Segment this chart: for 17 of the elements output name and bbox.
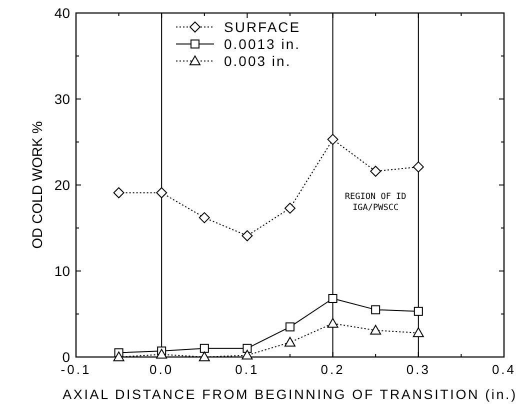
- x-tick-label: 0.4: [492, 362, 516, 377]
- y-tick-label: 30: [54, 91, 70, 107]
- x-tick-label: 0.2: [320, 362, 345, 377]
- y-axis-title: OD COLD WORK %: [29, 121, 45, 249]
- x-tick-label: 0.0: [150, 362, 174, 377]
- x-tick-label: -0.1: [60, 362, 92, 377]
- y-tick-label: 0: [62, 349, 70, 365]
- x-axis-title: AXIAL DISTANCE FROM BEGINNING OF TRANSITION (in.): [62, 387, 518, 402]
- y-tick-label: 10: [54, 263, 70, 279]
- y-tick-label: 40: [54, 5, 70, 21]
- legend-label: 0.003 in.: [224, 53, 292, 69]
- legend-label: SURFACE: [224, 19, 301, 35]
- y-tick-label: 20: [54, 177, 70, 193]
- x-tick-label: 0.1: [235, 362, 260, 377]
- annotation: REGION OF ID IGA/PWSCC: [344, 192, 406, 213]
- x-tick-label: 0.3: [406, 362, 430, 377]
- legend-label: 0.0013 in.: [224, 36, 300, 52]
